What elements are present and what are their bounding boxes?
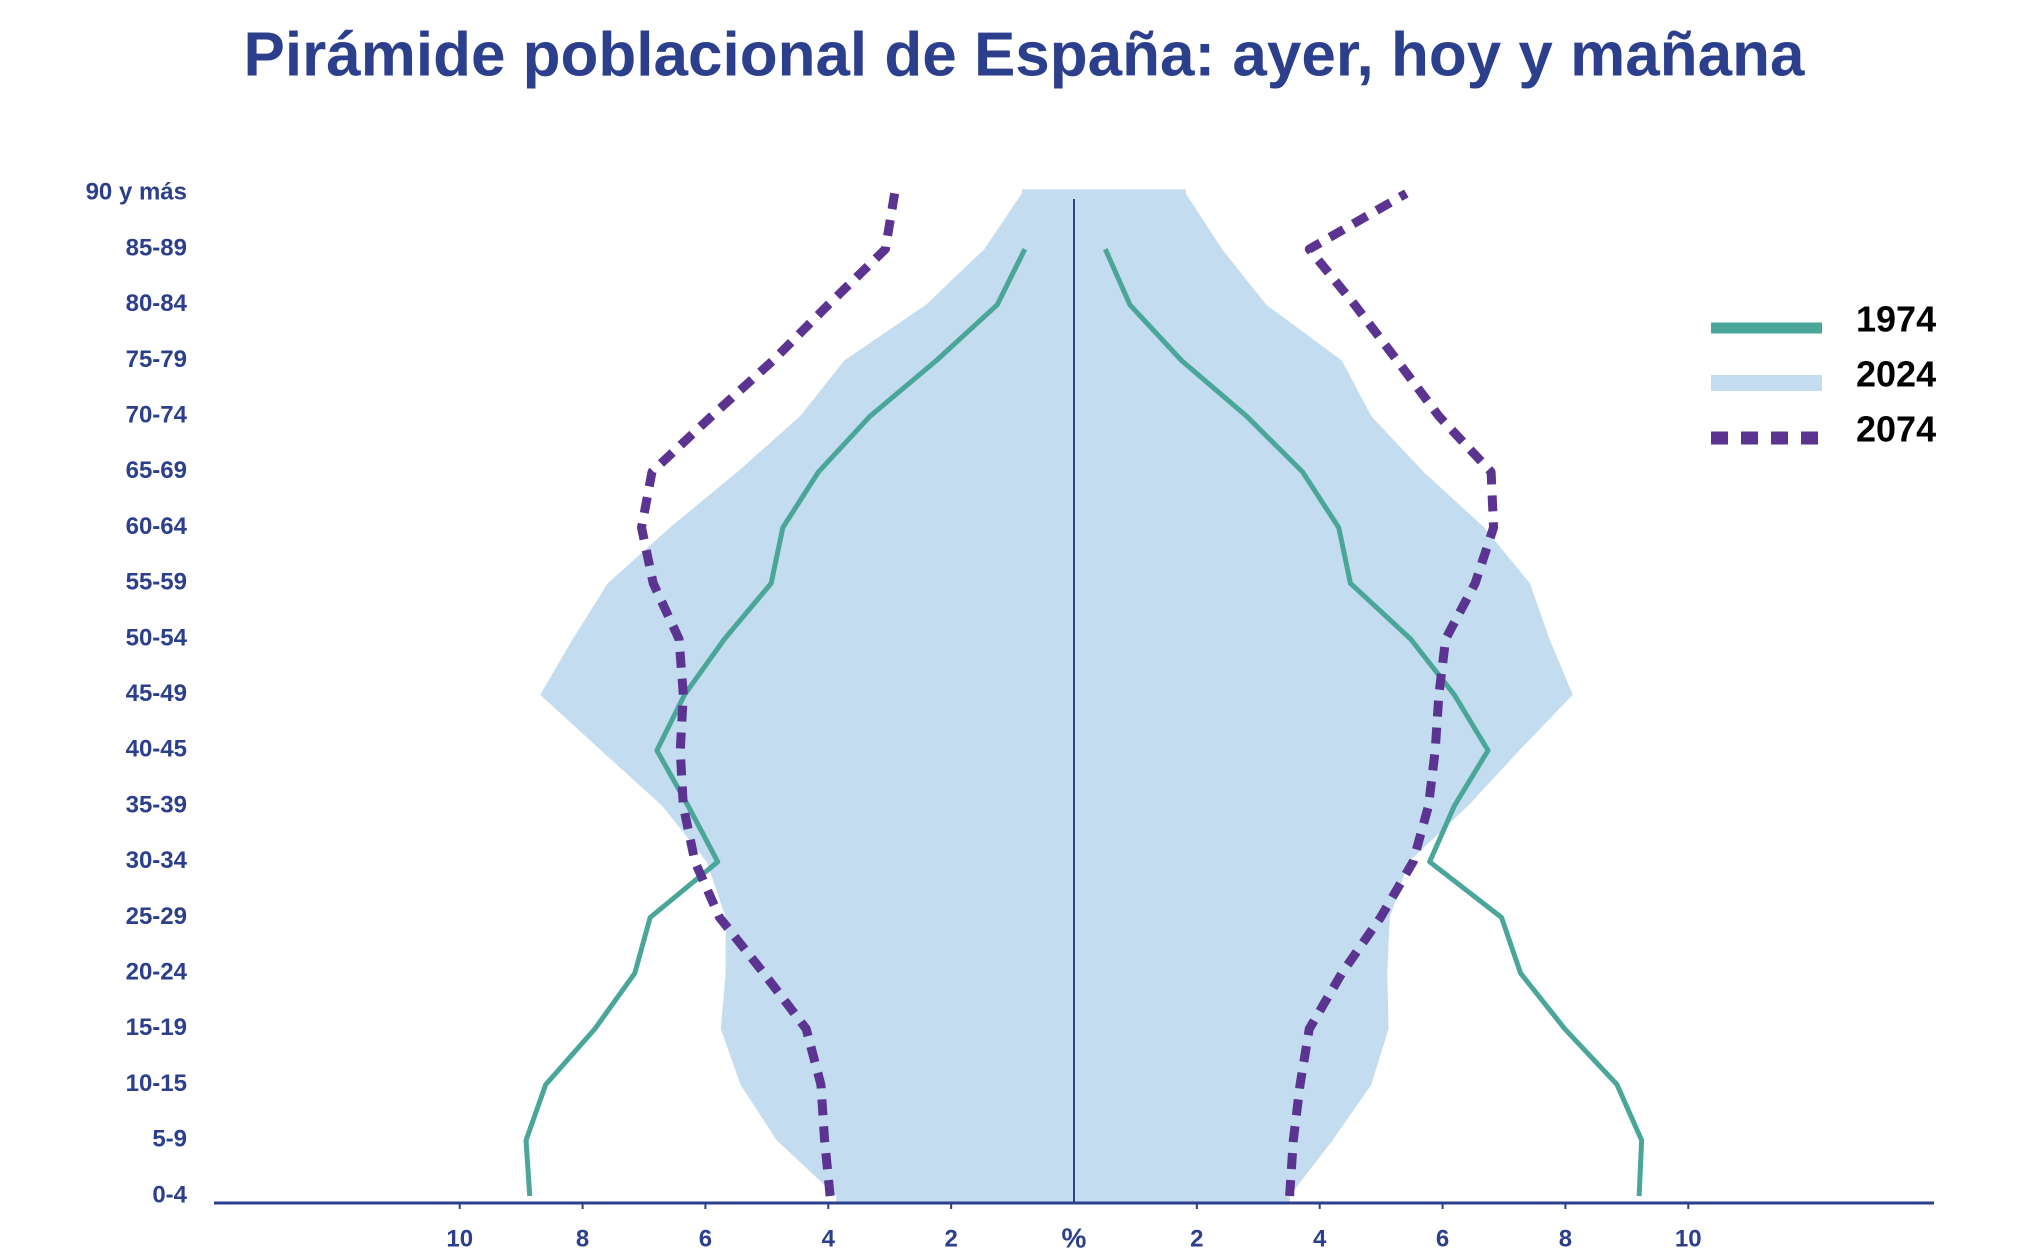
y-tick-label: 70-74 — [126, 402, 188, 429]
legend-label: 2024 — [1856, 354, 1936, 395]
x-tick-label: 4 — [1313, 1225, 1327, 1248]
center-label: % — [1062, 1222, 1087, 1248]
y-tick-label: 90 y más — [86, 179, 187, 206]
y-tick-label: 5-9 — [152, 1126, 187, 1153]
x-tick-label: 2 — [944, 1225, 957, 1248]
y-tick-label: 85-89 — [126, 234, 187, 261]
y-tick-label: 65-69 — [126, 457, 187, 484]
chart-title: Pirámide poblacional de España: ayer, ho… — [244, 20, 1805, 89]
x-tick-label: 8 — [1559, 1225, 1572, 1248]
y-tick-label: 20-24 — [126, 959, 188, 986]
y-tick-label: 0-4 — [152, 1181, 187, 1208]
y-tick-label: 25-29 — [126, 903, 187, 930]
x-tick-label: 10 — [1675, 1225, 1702, 1248]
y-tick-label: 60-64 — [126, 513, 188, 540]
y-tick-label: 55-59 — [126, 569, 187, 596]
area-2024 — [540, 189, 1074, 1202]
y-tick-label: 10-15 — [126, 1070, 187, 1097]
y-tick-label: 30-34 — [126, 847, 188, 874]
y-tick-label: 50-54 — [126, 624, 188, 651]
y-tick-label: 40-45 — [126, 736, 187, 763]
dashed-line — [1285, 189, 1499, 1197]
y-tick-label: 80-84 — [126, 290, 188, 317]
y-tick-label: 15-19 — [126, 1014, 187, 1041]
x-tick-label: 6 — [1436, 1225, 1449, 1248]
x-tick-label: 10 — [446, 1225, 473, 1248]
line — [1103, 248, 1645, 1197]
line — [523, 247, 1028, 1197]
y-tick-label: 45-49 — [126, 680, 187, 707]
legend-label: 2074 — [1856, 409, 1936, 450]
x-tick-label: 6 — [699, 1225, 712, 1248]
y-tick-label: 75-79 — [126, 346, 187, 373]
y-tick-label: 35-39 — [126, 791, 187, 818]
x-tick-label: 4 — [822, 1225, 836, 1248]
dashed-line — [637, 192, 900, 1197]
legend-label: 1974 — [1856, 299, 1936, 340]
x-tick-label: 8 — [576, 1225, 589, 1248]
area-2024 — [1074, 189, 1573, 1202]
x-tick-label: 2 — [1190, 1225, 1203, 1248]
